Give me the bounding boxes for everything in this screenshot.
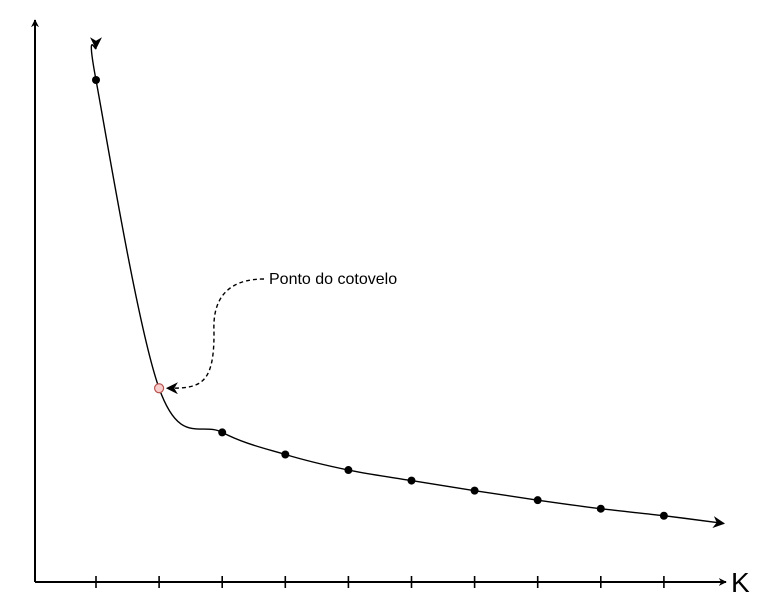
data-point [659, 511, 668, 520]
x-ticks [95, 576, 665, 588]
x-axis-label: K [731, 567, 750, 598]
data-point [407, 476, 416, 485]
elbow-point [154, 383, 165, 394]
data-point [218, 428, 227, 437]
elbow-annotation-arrow [165, 278, 265, 395]
data-point [281, 450, 290, 459]
data-point [92, 76, 100, 84]
data-point [470, 486, 479, 495]
data-point [533, 496, 542, 505]
data-point [344, 466, 353, 475]
data-point [596, 504, 605, 513]
elbow-curve [90, 37, 726, 528]
elbow-annotation-label: Ponto do cotovelo [269, 271, 397, 288]
data-points [92, 76, 668, 520]
